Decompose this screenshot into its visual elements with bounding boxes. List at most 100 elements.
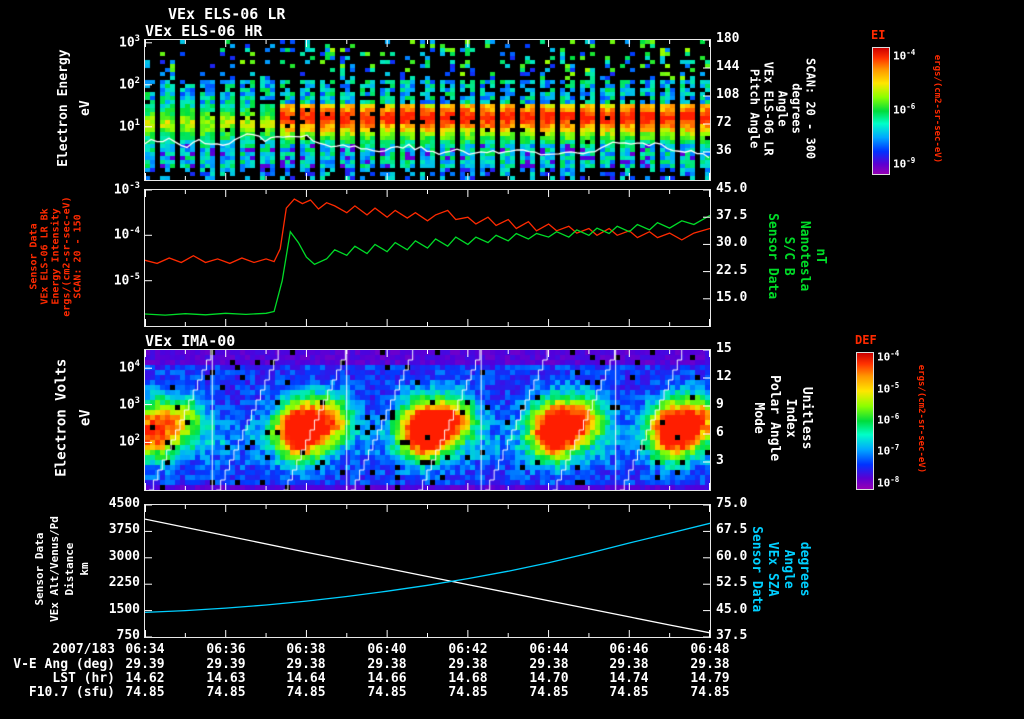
- axis-tick-label-right: 36: [716, 143, 732, 158]
- axis-tick-label-left: 2250: [108, 575, 140, 590]
- footer-value: 74.85: [367, 685, 407, 700]
- footer-value: 29.39: [206, 657, 246, 672]
- axis-tick-label-right: 60.0: [716, 549, 748, 564]
- axis-tick-label-left: 3000: [108, 549, 140, 564]
- footer-value: 74.85: [448, 685, 488, 700]
- axis-tick-label-right: 15: [716, 341, 732, 356]
- footer-value: 29.38: [690, 657, 730, 672]
- axis-tick-label-left: 103: [119, 34, 140, 51]
- footer-value: 74.85: [529, 685, 569, 700]
- axis-tick-label-right: 22.5: [716, 263, 748, 278]
- colorbar-tick-label: 10-8: [877, 475, 900, 490]
- axis-tick-label-right: 67.5: [716, 522, 748, 537]
- footer-value: 29.38: [529, 657, 569, 672]
- axis-tick-label-right: 37.5: [716, 628, 748, 643]
- axis-tick-label-right: 30.0: [716, 235, 748, 250]
- footer-value: 14.79: [690, 671, 730, 686]
- footer-value: 74.85: [609, 685, 649, 700]
- axis-title-right: nT: [813, 248, 829, 264]
- axis-tick-label-right: 9: [716, 397, 724, 412]
- footer-value: 14.63: [206, 671, 246, 686]
- axis-tick-label-left: 750: [116, 628, 140, 643]
- axis-tick-label-right: 108: [716, 87, 740, 102]
- axis-tick-label-right: 180: [716, 31, 740, 46]
- footer-value: 74.85: [286, 685, 326, 700]
- colorbar-tick-label: 10-9: [893, 156, 916, 171]
- panel1-title-line2: VEx ELS-06 HR: [145, 22, 263, 40]
- footer-row-label: LST (hr): [52, 671, 115, 686]
- axis-tick-label-left: 102: [119, 433, 140, 450]
- footer-value: 29.38: [448, 657, 488, 672]
- footer-value: 14.70: [529, 671, 569, 686]
- footer-value: 74.85: [125, 685, 165, 700]
- colorbar-tick-label: 10-4: [893, 48, 916, 63]
- footer-value: 14.68: [448, 671, 488, 686]
- axis-tick-label-right: 37.5: [716, 208, 748, 223]
- axis-tick-label-right: 45.0: [716, 181, 748, 196]
- date-label: 2007/183: [52, 642, 115, 657]
- axis-title-left: VEx ELS-06 LR Bk: [39, 208, 51, 305]
- axis-tick-label-right: 45.0: [716, 602, 748, 617]
- axis-title-right: VEx SZA: [765, 541, 781, 597]
- axis-tick-label-left: 104: [119, 359, 140, 376]
- axis-tick-label-right: 72: [716, 115, 732, 130]
- colorbar-units-label: ergs/(cm2-sr-sec-eV): [915, 364, 926, 474]
- footer-row-label: F10.7 (sfu): [28, 685, 115, 700]
- axis-tick-label-right: 75.0: [716, 496, 748, 511]
- axis-tick-label-right: 3: [716, 453, 724, 468]
- footer-value: 29.39: [125, 657, 165, 672]
- axis-tick-label-right: 144: [716, 59, 740, 74]
- colorbar-tick-label: 10-4: [877, 349, 900, 364]
- axis-tick-label-left: 101: [119, 118, 140, 135]
- footer-value: 14.64: [286, 671, 326, 686]
- series-line-axis: [145, 518, 710, 634]
- axis-title-right: Angle: [781, 549, 797, 589]
- axis-tick-label-right: 15.0: [716, 290, 748, 305]
- time-tick-label: 06:36: [206, 642, 246, 657]
- footer-value: 14.74: [609, 671, 649, 686]
- time-tick-label: 06:34: [125, 642, 165, 657]
- axis-tick-label-left: 103: [119, 396, 140, 413]
- axis-tick-label-left: 102: [119, 76, 140, 93]
- colorbar: [872, 47, 890, 175]
- axis-tick-label-right: 6: [716, 425, 724, 440]
- axis-tick-label-left: 10-4: [113, 226, 140, 243]
- axis-tick-label-left: 10-5: [113, 272, 140, 289]
- series-line-cyan: [145, 522, 710, 614]
- colorbar-tick-label: 10-5: [877, 381, 900, 396]
- time-tick-label: 06:46: [609, 642, 649, 657]
- axis-title-right: Pitch Angle: [747, 68, 762, 149]
- axis-title-left: Sensor Data: [28, 223, 40, 290]
- colorbar-tick-label: 10-6: [893, 102, 916, 117]
- ima-spectrogram-panel: [144, 349, 711, 491]
- footer-row-label: V-E Ang (deg): [13, 657, 115, 672]
- altitude-sza-panel: [144, 504, 711, 638]
- time-tick-label: 06:38: [286, 642, 326, 657]
- panel-overlay: [145, 190, 710, 326]
- footer-value: 74.85: [690, 685, 730, 700]
- time-tick-label: 06:44: [529, 642, 569, 657]
- panel-overlay: [145, 505, 710, 637]
- axis-title-right: Sensor Data: [749, 526, 765, 613]
- panel3-title: VEx IMA-00: [145, 332, 236, 350]
- els-spectrogram-panel: [144, 39, 711, 181]
- els-bk-bfield-panel: [144, 189, 711, 327]
- colorbar: [856, 352, 874, 490]
- footer-value: 29.38: [286, 657, 326, 672]
- footer-value: 14.62: [125, 671, 165, 686]
- axis-tick-label-left: 4500: [108, 496, 140, 511]
- axis-tick-label-right: 12: [716, 369, 732, 384]
- axis-tick-label-left: 3750: [108, 522, 140, 537]
- series-line-red: [145, 198, 710, 265]
- colorbar-tick-label: 10-6: [877, 412, 900, 427]
- els-spectrogram-canvas: [145, 40, 710, 180]
- time-tick-label: 06:42: [448, 642, 488, 657]
- colorbar-tick-label: 10-7: [877, 443, 900, 458]
- axis-tick-label-left: 1500: [108, 602, 140, 617]
- axis-tick-label-left: 10-3: [113, 181, 140, 198]
- axis-title-right: degrees: [797, 541, 813, 597]
- panel1-title-line1: VEx ELS-06 LR: [168, 5, 286, 23]
- footer-value: 29.38: [609, 657, 649, 672]
- time-tick-label: 06:40: [367, 642, 407, 657]
